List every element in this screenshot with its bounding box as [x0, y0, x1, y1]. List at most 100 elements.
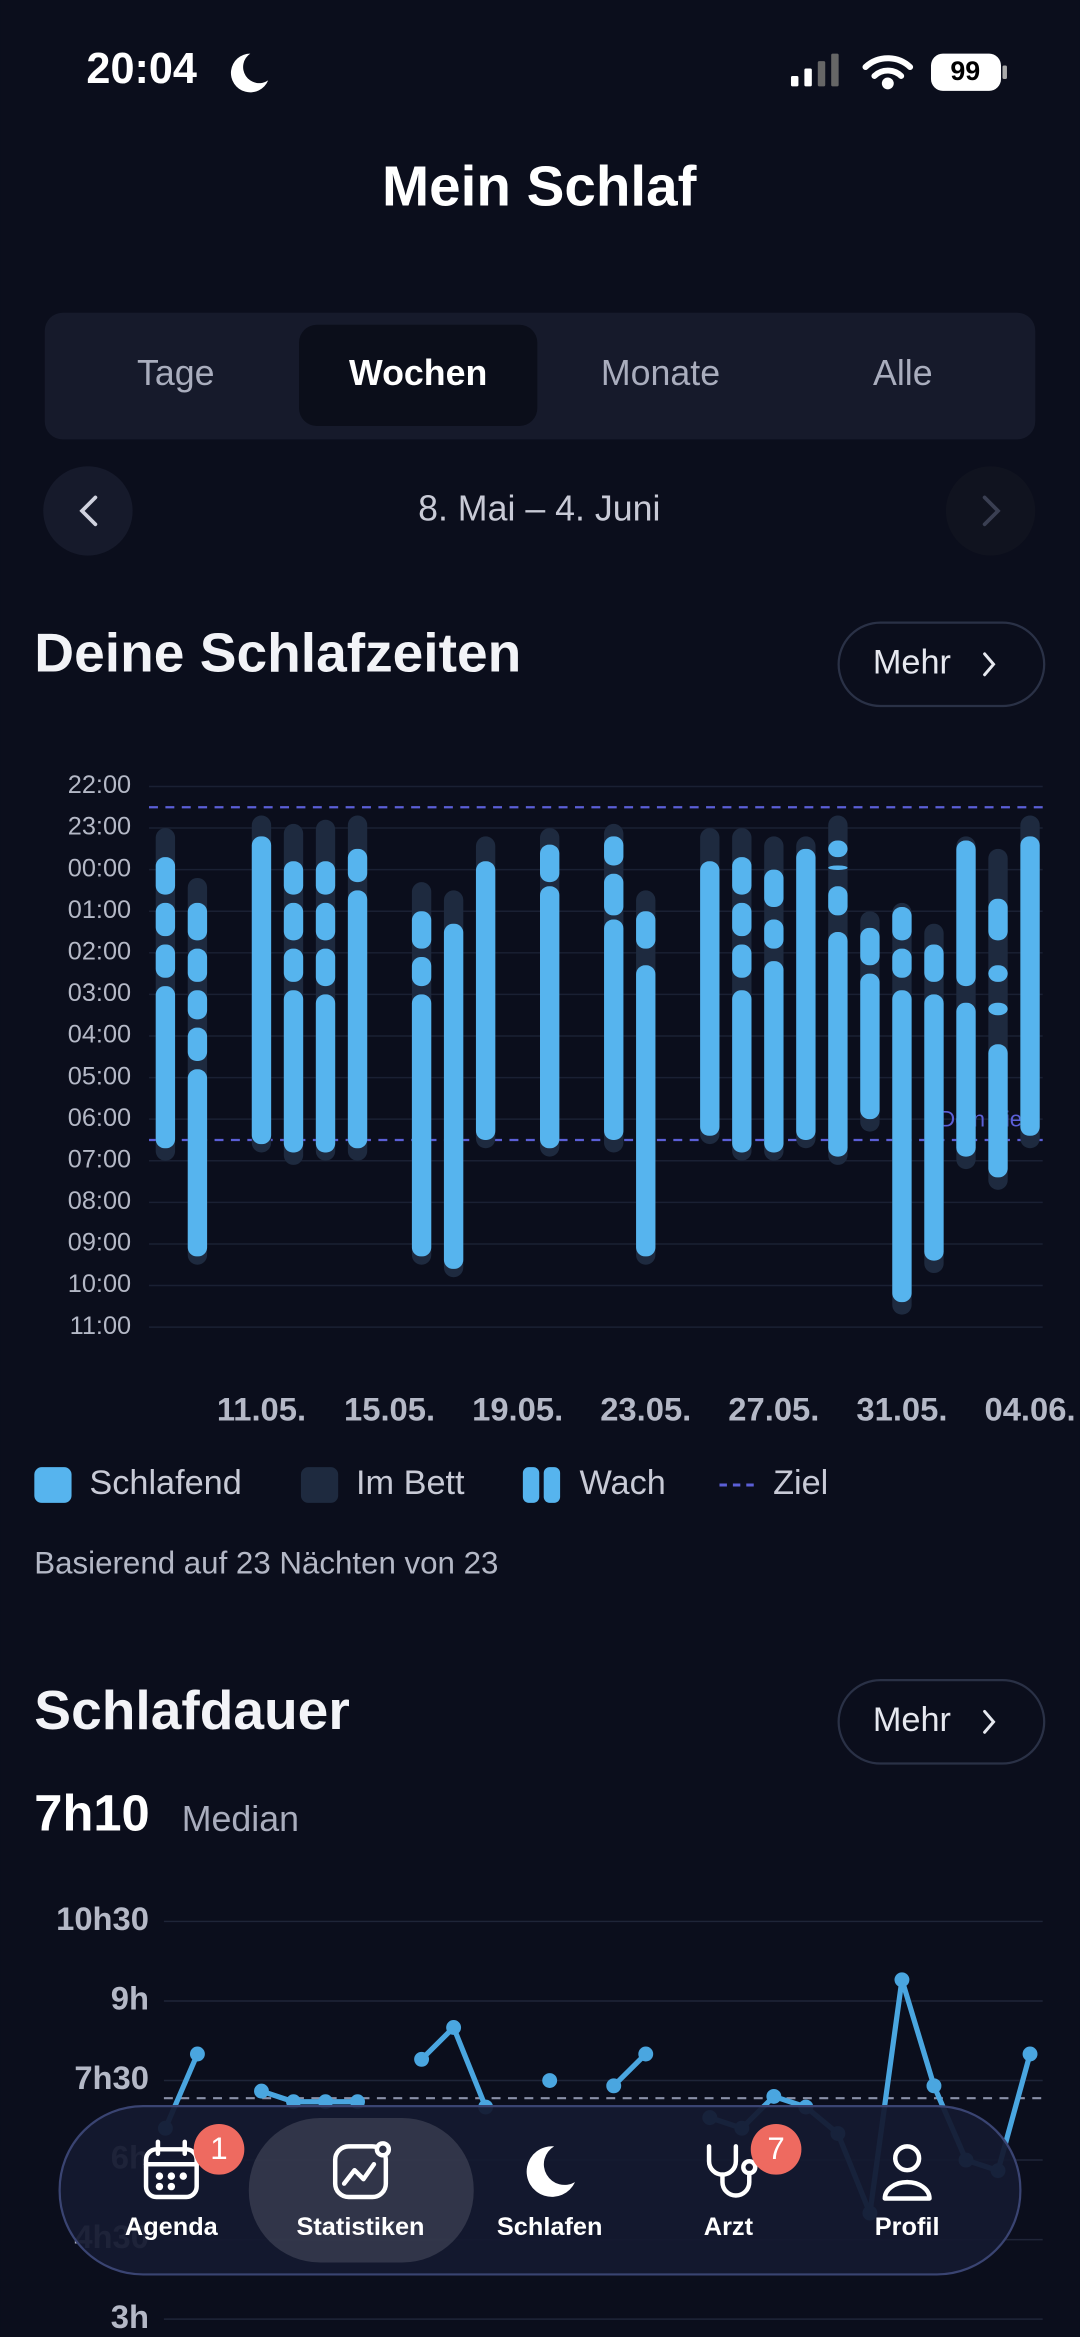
next-button[interactable] [945, 466, 1036, 556]
nav-label[interactable]: Profil [875, 2213, 940, 2241]
sleep-segment [411, 911, 432, 949]
sleep-icon[interactable] [526, 2146, 576, 2197]
more-label: Mehr [873, 643, 951, 681]
y-tick-label: 07:00 [68, 1145, 131, 1173]
duration-point [254, 2083, 269, 2099]
duration-point [606, 2078, 622, 2094]
duration-point [414, 2051, 430, 2067]
duration-point [446, 2020, 462, 2035]
battery-tip [1002, 65, 1007, 79]
statistics-icon[interactable] [332, 2141, 392, 2200]
tab-active [299, 324, 538, 426]
sleep-segment [988, 965, 1008, 982]
sleep-segment [636, 911, 656, 949]
y-tick-label: 06:00 [68, 1104, 131, 1132]
sleep-segment [155, 944, 176, 978]
section-title: Deine Schlafzeiten [34, 621, 521, 683]
nav-label[interactable]: Statistiken [297, 2213, 425, 2241]
x-tick-label: 23.05. [600, 1391, 691, 1428]
legend-swatch [522, 1467, 540, 1503]
sleep-segment [988, 1044, 1008, 1178]
sleep-segment [283, 902, 304, 941]
sleep-segment [892, 907, 912, 941]
y-tick-label: 23:00 [68, 813, 131, 841]
sleep-segment [828, 840, 848, 858]
duration-point [1022, 2046, 1038, 2062]
legend-swatch [34, 1467, 72, 1503]
next-chevron [982, 495, 1001, 527]
sleep-segment [540, 844, 560, 883]
y-tick-label: 09:00 [68, 1229, 131, 1257]
sleep-segment [764, 919, 784, 949]
sleep-segment [187, 1027, 208, 1061]
wifi-icon [862, 55, 914, 90]
section-title: Schlafdauer [34, 1679, 349, 1741]
doctor-icon[interactable] [706, 2144, 758, 2198]
sleep-segment [764, 869, 784, 908]
tab[interactable]: Alle [873, 353, 933, 393]
sleep-segment [860, 973, 880, 1120]
legend-label: Wach [579, 1464, 665, 1502]
sleep-segment [892, 990, 912, 1303]
nav-label[interactable]: Agenda [125, 2213, 219, 2241]
nav-labels: Agenda Statistiken Schlafen Arzt Profil [125, 2213, 940, 2241]
nav-label[interactable]: Schlafen [497, 2213, 603, 2241]
sleep-segment [604, 873, 624, 916]
sleep-segment [924, 944, 944, 982]
sleep-segment [283, 948, 304, 982]
sleep-segment [892, 948, 912, 978]
x-tick-label: 15.05. [344, 1391, 435, 1428]
duration-point [189, 2046, 205, 2062]
legend-label: Ziel [773, 1464, 828, 1502]
median-label: Median [182, 1799, 299, 1839]
legend-swatch [543, 1467, 561, 1503]
sleep-segment [347, 890, 368, 1149]
y-tick-label: 7h30 [74, 2059, 149, 2096]
sleep-segment [155, 986, 176, 1149]
agenda-icon[interactable] [143, 2139, 199, 2200]
median-value: 7h10 [34, 1785, 149, 1842]
profile-icon[interactable] [882, 2144, 932, 2201]
nav-label[interactable]: Arzt [704, 2213, 754, 2241]
y-tick-label: 11:00 [70, 1312, 131, 1340]
sleep-segment [604, 836, 624, 866]
sleep-segment [251, 836, 272, 1145]
more-button[interactable] [837, 1679, 1046, 1765]
sleep-segment [860, 927, 880, 966]
nav-active-layer [248, 2118, 474, 2263]
tab[interactable]: Tage [137, 353, 215, 393]
y-tick-label: 04:00 [68, 1021, 131, 1049]
sleep-segment [187, 902, 208, 941]
sleep-times-chart: 22:00 23:00 00:00 01:00 02:00 03:00 04:00 05:00… [68, 771, 1076, 1428]
tabs: Tage Wochen Monate Alle [137, 324, 933, 426]
battery [930, 53, 1001, 91]
sleep-segment [283, 990, 304, 1153]
x-tick-label: 11.05. [217, 1391, 306, 1428]
tab[interactable]: Monate [601, 353, 720, 393]
duration-point [926, 2078, 942, 2094]
x-tick-label: 27.05. [728, 1391, 819, 1428]
more-chevron [983, 1709, 996, 1734]
prev-button[interactable] [43, 466, 133, 556]
more-button[interactable] [837, 621, 1046, 708]
y-tick-label: 10h30 [56, 1900, 149, 1937]
y-tick-label: 00:00 [68, 854, 131, 882]
badge-count: 7 [767, 2131, 784, 2166]
y-tick-label: 02:00 [68, 937, 131, 965]
sleep-segment [636, 965, 656, 1257]
duration-point [766, 2088, 782, 2104]
sleep-segment [988, 1002, 1008, 1016]
sleep-segment [540, 886, 560, 1149]
y-tick-label: 01:00 [68, 896, 131, 924]
prev-chevron [79, 495, 98, 527]
sleep-segment [732, 857, 752, 895]
y-tick-label: 9h [111, 1980, 149, 2017]
duration-line [611, 2052, 648, 2088]
sleep-segment [411, 994, 432, 1257]
badge-count: 1 [210, 2131, 227, 2166]
tab[interactable]: Wochen [349, 353, 487, 393]
legend-label: Im Bett [356, 1464, 465, 1502]
